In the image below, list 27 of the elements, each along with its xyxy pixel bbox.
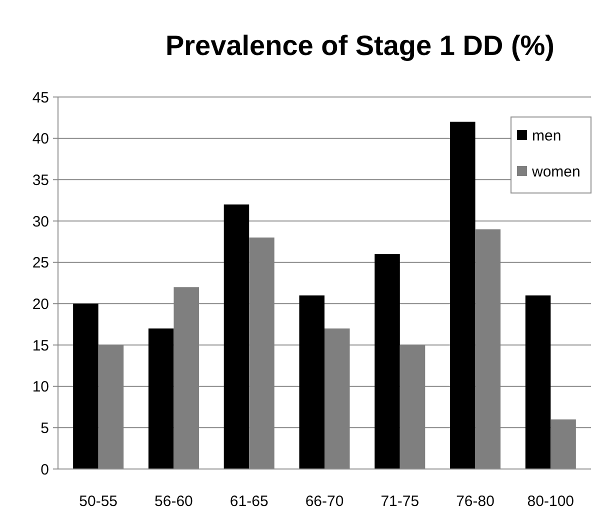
y-tick-label: 5 bbox=[40, 420, 49, 437]
x-tick-label: 61-65 bbox=[230, 493, 268, 510]
y-tick-label: 40 bbox=[32, 130, 49, 148]
bar bbox=[148, 328, 174, 469]
bar bbox=[224, 204, 250, 469]
x-tick-label: 56-60 bbox=[154, 493, 193, 510]
y-tick-label: 30 bbox=[32, 213, 49, 230]
bar bbox=[525, 295, 551, 469]
legend-label: men bbox=[532, 127, 562, 144]
y-tick-label: 15 bbox=[32, 337, 49, 354]
chart-title: Prevalence of Stage 1 DD (%) bbox=[165, 30, 555, 61]
y-tick-label: 10 bbox=[32, 378, 49, 396]
x-tick-label: 76-80 bbox=[456, 493, 494, 510]
x-tick-label: 71-75 bbox=[380, 493, 420, 510]
legend-label: women bbox=[531, 163, 580, 180]
x-tick-label: 50-55 bbox=[79, 493, 118, 510]
bar bbox=[73, 304, 98, 469]
y-tick-label: 20 bbox=[32, 296, 49, 313]
x-tick-label: 80-100 bbox=[527, 493, 574, 510]
bar bbox=[374, 254, 400, 469]
bar bbox=[450, 122, 476, 469]
bar bbox=[299, 295, 324, 469]
y-tick-label: 0 bbox=[40, 461, 49, 478]
y-tick-label: 45 bbox=[32, 89, 49, 106]
y-tick-label: 25 bbox=[32, 254, 49, 272]
y-tick-label: 35 bbox=[32, 172, 49, 189]
x-tick-label: 66-70 bbox=[305, 493, 344, 510]
